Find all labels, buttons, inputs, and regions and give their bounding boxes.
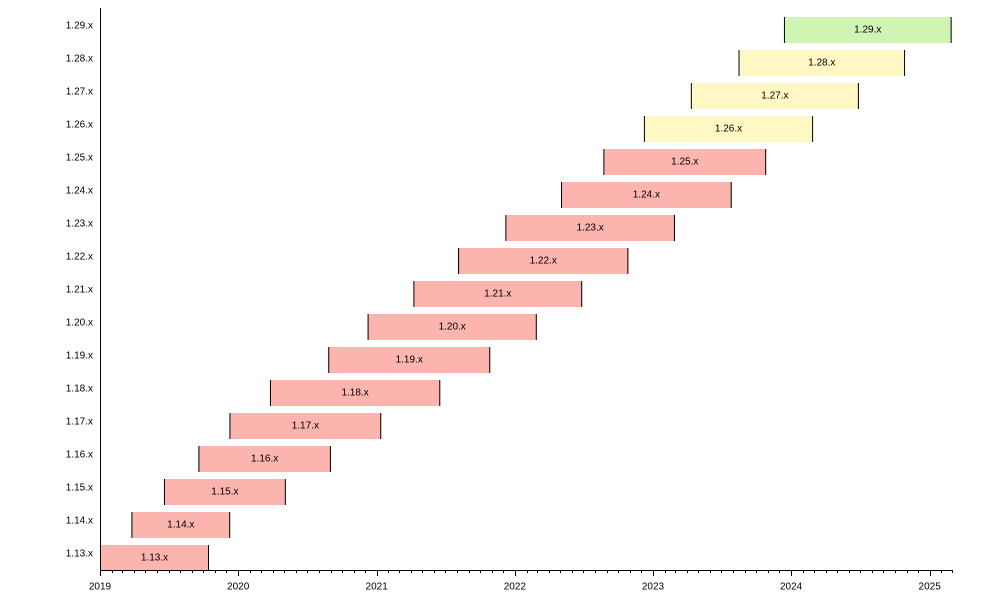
bar-fill: [413, 281, 583, 307]
release-bar: 1.21.x: [413, 281, 583, 307]
bar-label: 1.23.x: [577, 223, 604, 234]
release-bar: 1.26.x: [643, 116, 814, 142]
bar-label: 1.17.x: [292, 421, 319, 432]
x-axis-ticks: 2019 2020 2021 2022 2023 2024 2025: [89, 570, 953, 593]
release-bar: 1.28.x: [738, 50, 906, 76]
y-tick-label: 1.25.x: [66, 153, 93, 164]
bar-label: 1.21.x: [484, 289, 511, 300]
release-bar: 1.29.x: [783, 17, 952, 43]
x-tick-label: 2025: [919, 582, 942, 593]
release-bar: 1.17.x: [229, 413, 382, 439]
bar-label: 1.13.x: [141, 553, 168, 564]
bars-layer: 1.29.x 1.28.x 1.27.x 1.26.x 1.25.x 1.24.x 1.23…: [100, 17, 952, 571]
y-tick-label: 1.18.x: [66, 384, 93, 395]
x-tick-label: 2023: [642, 582, 665, 593]
bar-label: 1.25.x: [671, 157, 698, 168]
bar-label: 1.18.x: [341, 388, 368, 399]
axes: [100, 8, 952, 571]
release-bar: 1.15.x: [163, 479, 286, 505]
bar-fill: [163, 479, 286, 505]
bar-label: 1.14.x: [167, 520, 194, 531]
x-tick-label: 2020: [227, 582, 250, 593]
y-tick-label: 1.17.x: [66, 417, 93, 428]
bar-fill: [131, 512, 231, 538]
x-tick-label: 2019: [89, 582, 112, 593]
bar-fill: [198, 446, 331, 472]
bar-fill: [100, 545, 210, 571]
bar-label: 1.28.x: [808, 58, 835, 69]
bar-fill: [229, 413, 382, 439]
bar-fill: [328, 347, 491, 373]
release-bar: 1.19.x: [328, 347, 491, 373]
bar-label: 1.15.x: [211, 487, 238, 498]
bar-fill: [458, 248, 629, 274]
y-tick-label: 1.24.x: [66, 186, 93, 197]
bar-label: 1.22.x: [530, 256, 557, 267]
y-tick-label: 1.23.x: [66, 219, 93, 230]
bar-label: 1.19.x: [396, 355, 423, 366]
bar-fill: [690, 83, 859, 109]
bar-fill: [738, 50, 906, 76]
bar-label: 1.20.x: [439, 322, 466, 333]
release-bar: 1.14.x: [131, 512, 231, 538]
bar-fill: [643, 116, 814, 142]
y-tick-label: 1.20.x: [66, 318, 93, 329]
release-bar: 1.24.x: [561, 182, 732, 208]
release-bar: 1.25.x: [603, 149, 767, 175]
y-tick-label: 1.27.x: [66, 87, 93, 98]
bar-label: 1.27.x: [761, 91, 788, 102]
bar-fill: [603, 149, 767, 175]
y-tick-label: 1.15.x: [66, 483, 93, 494]
y-tick-label: 1.28.x: [66, 54, 93, 65]
bar-fill: [783, 17, 952, 43]
y-tick-label: 1.14.x: [66, 516, 93, 527]
y-tick-label: 1.21.x: [66, 285, 93, 296]
release-bar: 1.13.x: [100, 545, 210, 571]
y-tick-label: 1.26.x: [66, 120, 93, 131]
bar-label: 1.16.x: [251, 454, 278, 465]
release-bar: 1.18.x: [269, 380, 441, 406]
x-tick-label: 2022: [504, 582, 527, 593]
release-bar: 1.22.x: [458, 248, 629, 274]
x-tick-label: 2021: [366, 582, 389, 593]
bar-label: 1.29.x: [854, 25, 881, 36]
y-tick-label: 1.22.x: [66, 252, 93, 263]
bar-fill: [367, 314, 537, 340]
bar-fill: [561, 182, 732, 208]
y-tick-label: 1.19.x: [66, 351, 93, 362]
release-bar: 1.20.x: [367, 314, 537, 340]
bar-fill: [505, 215, 675, 241]
bar-label: 1.24.x: [633, 190, 660, 201]
y-tick-label: 1.13.x: [66, 549, 93, 560]
y-tick-label: 1.16.x: [66, 450, 93, 461]
release-bar: 1.16.x: [198, 446, 331, 472]
release-bar: 1.23.x: [505, 215, 675, 241]
y-axis-labels: 1.29.x 1.28.x 1.27.x 1.26.x 1.25.x 1.24.x 1.23…: [66, 21, 93, 560]
y-tick-label: 1.29.x: [66, 21, 93, 32]
release-bar: 1.27.x: [690, 83, 859, 109]
x-tick-label: 2024: [780, 582, 803, 593]
bar-label: 1.26.x: [715, 124, 742, 135]
bar-fill: [269, 380, 441, 406]
